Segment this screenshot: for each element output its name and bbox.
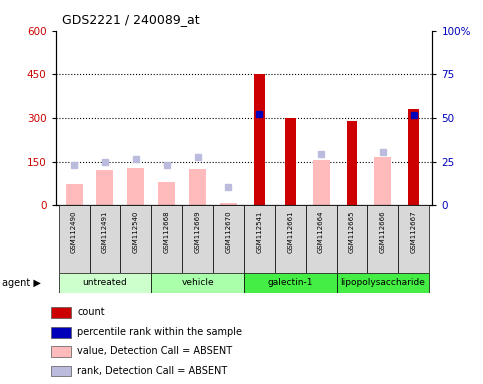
Bar [120, 205, 151, 273]
Bar [51, 307, 71, 318]
Bar [337, 205, 368, 273]
Bar [58, 273, 151, 293]
Text: GSM112661: GSM112661 [287, 211, 293, 253]
Bar [220, 202, 237, 205]
Bar [337, 273, 429, 293]
Bar [97, 170, 114, 205]
Bar [213, 205, 244, 273]
Bar [254, 74, 265, 205]
Bar [398, 205, 429, 273]
Bar [58, 205, 89, 273]
Text: GDS2221 / 240089_at: GDS2221 / 240089_at [62, 13, 199, 26]
Text: GSM112669: GSM112669 [195, 211, 200, 253]
Text: GSM112541: GSM112541 [256, 211, 262, 253]
Bar [51, 366, 71, 376]
Bar [368, 205, 398, 273]
Bar [51, 327, 71, 338]
Text: GSM112668: GSM112668 [164, 211, 170, 253]
Bar [244, 273, 337, 293]
Text: galectin-1: galectin-1 [268, 278, 313, 287]
Text: vehicle: vehicle [181, 278, 214, 287]
Text: lipopolysaccharide: lipopolysaccharide [341, 278, 426, 287]
Bar [189, 169, 206, 205]
Bar [182, 205, 213, 273]
Text: rank, Detection Call = ABSENT: rank, Detection Call = ABSENT [77, 366, 227, 376]
Text: GSM112490: GSM112490 [71, 211, 77, 253]
Text: GSM112491: GSM112491 [102, 211, 108, 253]
Bar [347, 121, 357, 205]
Bar [66, 184, 83, 205]
Bar [244, 205, 275, 273]
Text: GSM112666: GSM112666 [380, 211, 386, 253]
Bar [313, 160, 329, 205]
Text: agent ▶: agent ▶ [2, 278, 41, 288]
Bar [306, 205, 337, 273]
Text: GSM112664: GSM112664 [318, 211, 324, 253]
Text: untreated: untreated [83, 278, 128, 287]
Text: count: count [77, 308, 105, 318]
Bar [158, 182, 175, 205]
Bar [408, 109, 419, 205]
Text: GSM112540: GSM112540 [133, 211, 139, 253]
Bar [151, 273, 244, 293]
Bar [285, 118, 296, 205]
Bar [275, 205, 306, 273]
Text: GSM112665: GSM112665 [349, 211, 355, 253]
Bar [128, 167, 144, 205]
Bar [374, 157, 391, 205]
Text: percentile rank within the sample: percentile rank within the sample [77, 327, 242, 337]
Text: GSM112670: GSM112670 [226, 211, 231, 253]
Text: value, Detection Call = ABSENT: value, Detection Call = ABSENT [77, 346, 232, 356]
Text: GSM112667: GSM112667 [411, 211, 417, 253]
Bar [51, 346, 71, 357]
Bar [89, 205, 120, 273]
Bar [151, 205, 182, 273]
